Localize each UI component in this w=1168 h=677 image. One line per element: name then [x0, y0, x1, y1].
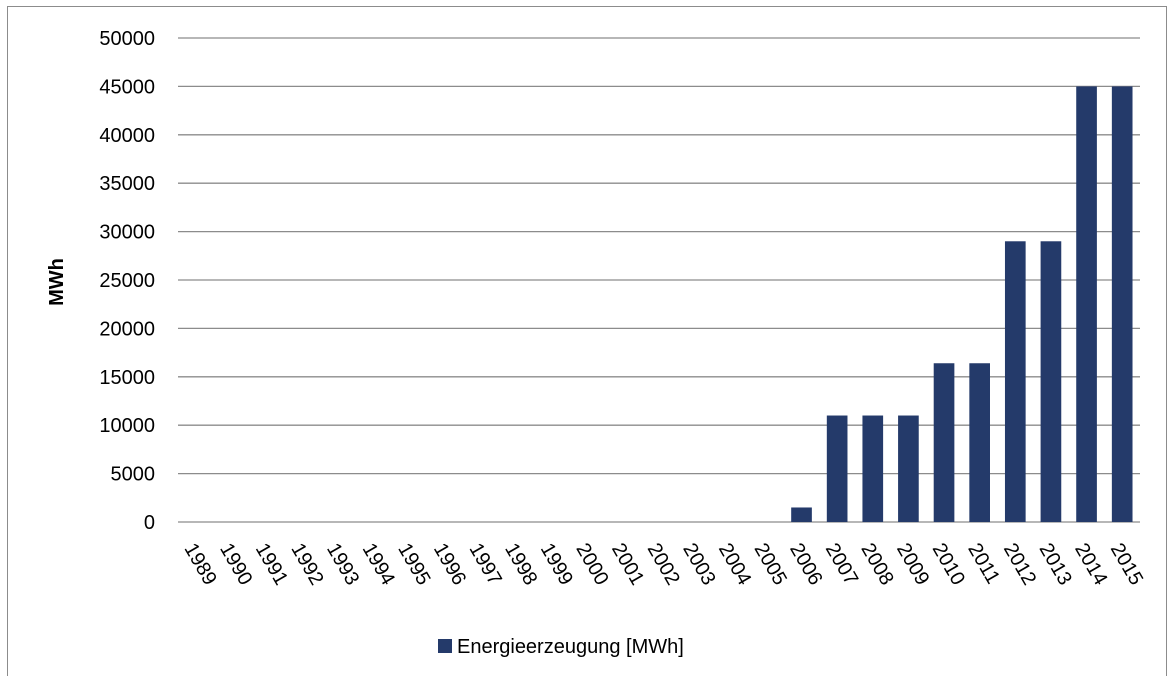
- x-tick-label: 2001: [607, 540, 648, 590]
- x-tick-label: 2013: [1035, 540, 1076, 590]
- x-tick-label: 1989: [179, 540, 220, 590]
- x-tick-label: 1991: [251, 540, 292, 590]
- y-tick-label: 25000: [99, 270, 155, 292]
- x-tick-label: 1996: [429, 540, 470, 590]
- y-axis-ticks: 0 5000 10000 15000 20000 25000 30000 35000 40000…: [99, 28, 155, 534]
- gridlines: [178, 37, 1140, 523]
- y-tick-label: 35000: [99, 173, 155, 195]
- legend: Energieerzeugung [MWh]: [438, 636, 684, 658]
- bar-2010: [933, 363, 955, 522]
- x-tick-label: 1995: [393, 540, 434, 590]
- x-tick-label: 2007: [821, 540, 862, 590]
- bar-2011: [969, 363, 990, 522]
- bar-2012: [1004, 241, 1026, 522]
- x-tick-label: 1994: [358, 540, 399, 590]
- x-tick-label: 1990: [215, 540, 256, 590]
- bar-2015: [1111, 86, 1133, 523]
- legend-label: Energieerzeugung [MWh]: [457, 636, 684, 658]
- x-tick-label: 1993: [322, 540, 363, 590]
- y-tick-label: 5000: [111, 464, 156, 486]
- x-tick-label: 2010: [928, 540, 969, 590]
- x-tick-label: 2000: [571, 540, 612, 590]
- bar-2013: [1040, 241, 1062, 522]
- x-tick-label: 2002: [643, 540, 684, 590]
- y-tick-label: 45000: [99, 76, 155, 98]
- x-tick-label: 2003: [678, 540, 719, 590]
- y-tick-label: 40000: [99, 125, 155, 147]
- bar-2009: [898, 415, 919, 522]
- x-tick-label: 2004: [714, 540, 755, 590]
- bar-2007: [826, 415, 848, 522]
- y-axis-title: MWh: [46, 258, 68, 306]
- bar-2008: [862, 415, 884, 522]
- y-tick-label: 20000: [99, 318, 155, 340]
- bar-2006: [791, 507, 812, 522]
- y-tick-label: 10000: [99, 415, 155, 437]
- x-tick-label: 2005: [750, 540, 791, 590]
- legend-swatch: [438, 639, 452, 653]
- x-tick-label: 1992: [286, 540, 327, 590]
- x-tick-label: 2009: [892, 540, 933, 590]
- x-tick-label: 1998: [500, 540, 541, 590]
- x-tick-label: 2011: [963, 540, 1004, 588]
- y-tick-label: 50000: [99, 28, 155, 50]
- bar-2014: [1076, 86, 1097, 523]
- y-tick-label: 30000: [99, 222, 155, 244]
- x-tick-label: 2006: [785, 540, 826, 590]
- x-tick-label: 1997: [465, 540, 506, 590]
- chart-frame: [7, 6, 1167, 676]
- x-tick-label: 2015: [1106, 540, 1147, 590]
- y-tick-label: 0: [144, 512, 155, 534]
- x-axis-ticks: 1989199019911992199319941995199619971998…: [179, 540, 1147, 590]
- x-tick-label: 2008: [856, 540, 897, 590]
- x-tick-label: 1999: [536, 540, 577, 590]
- y-tick-label: 15000: [99, 367, 155, 389]
- x-tick-label: 2014: [1070, 540, 1111, 590]
- x-tick-label: 2012: [999, 540, 1040, 590]
- bars: [791, 86, 1133, 523]
